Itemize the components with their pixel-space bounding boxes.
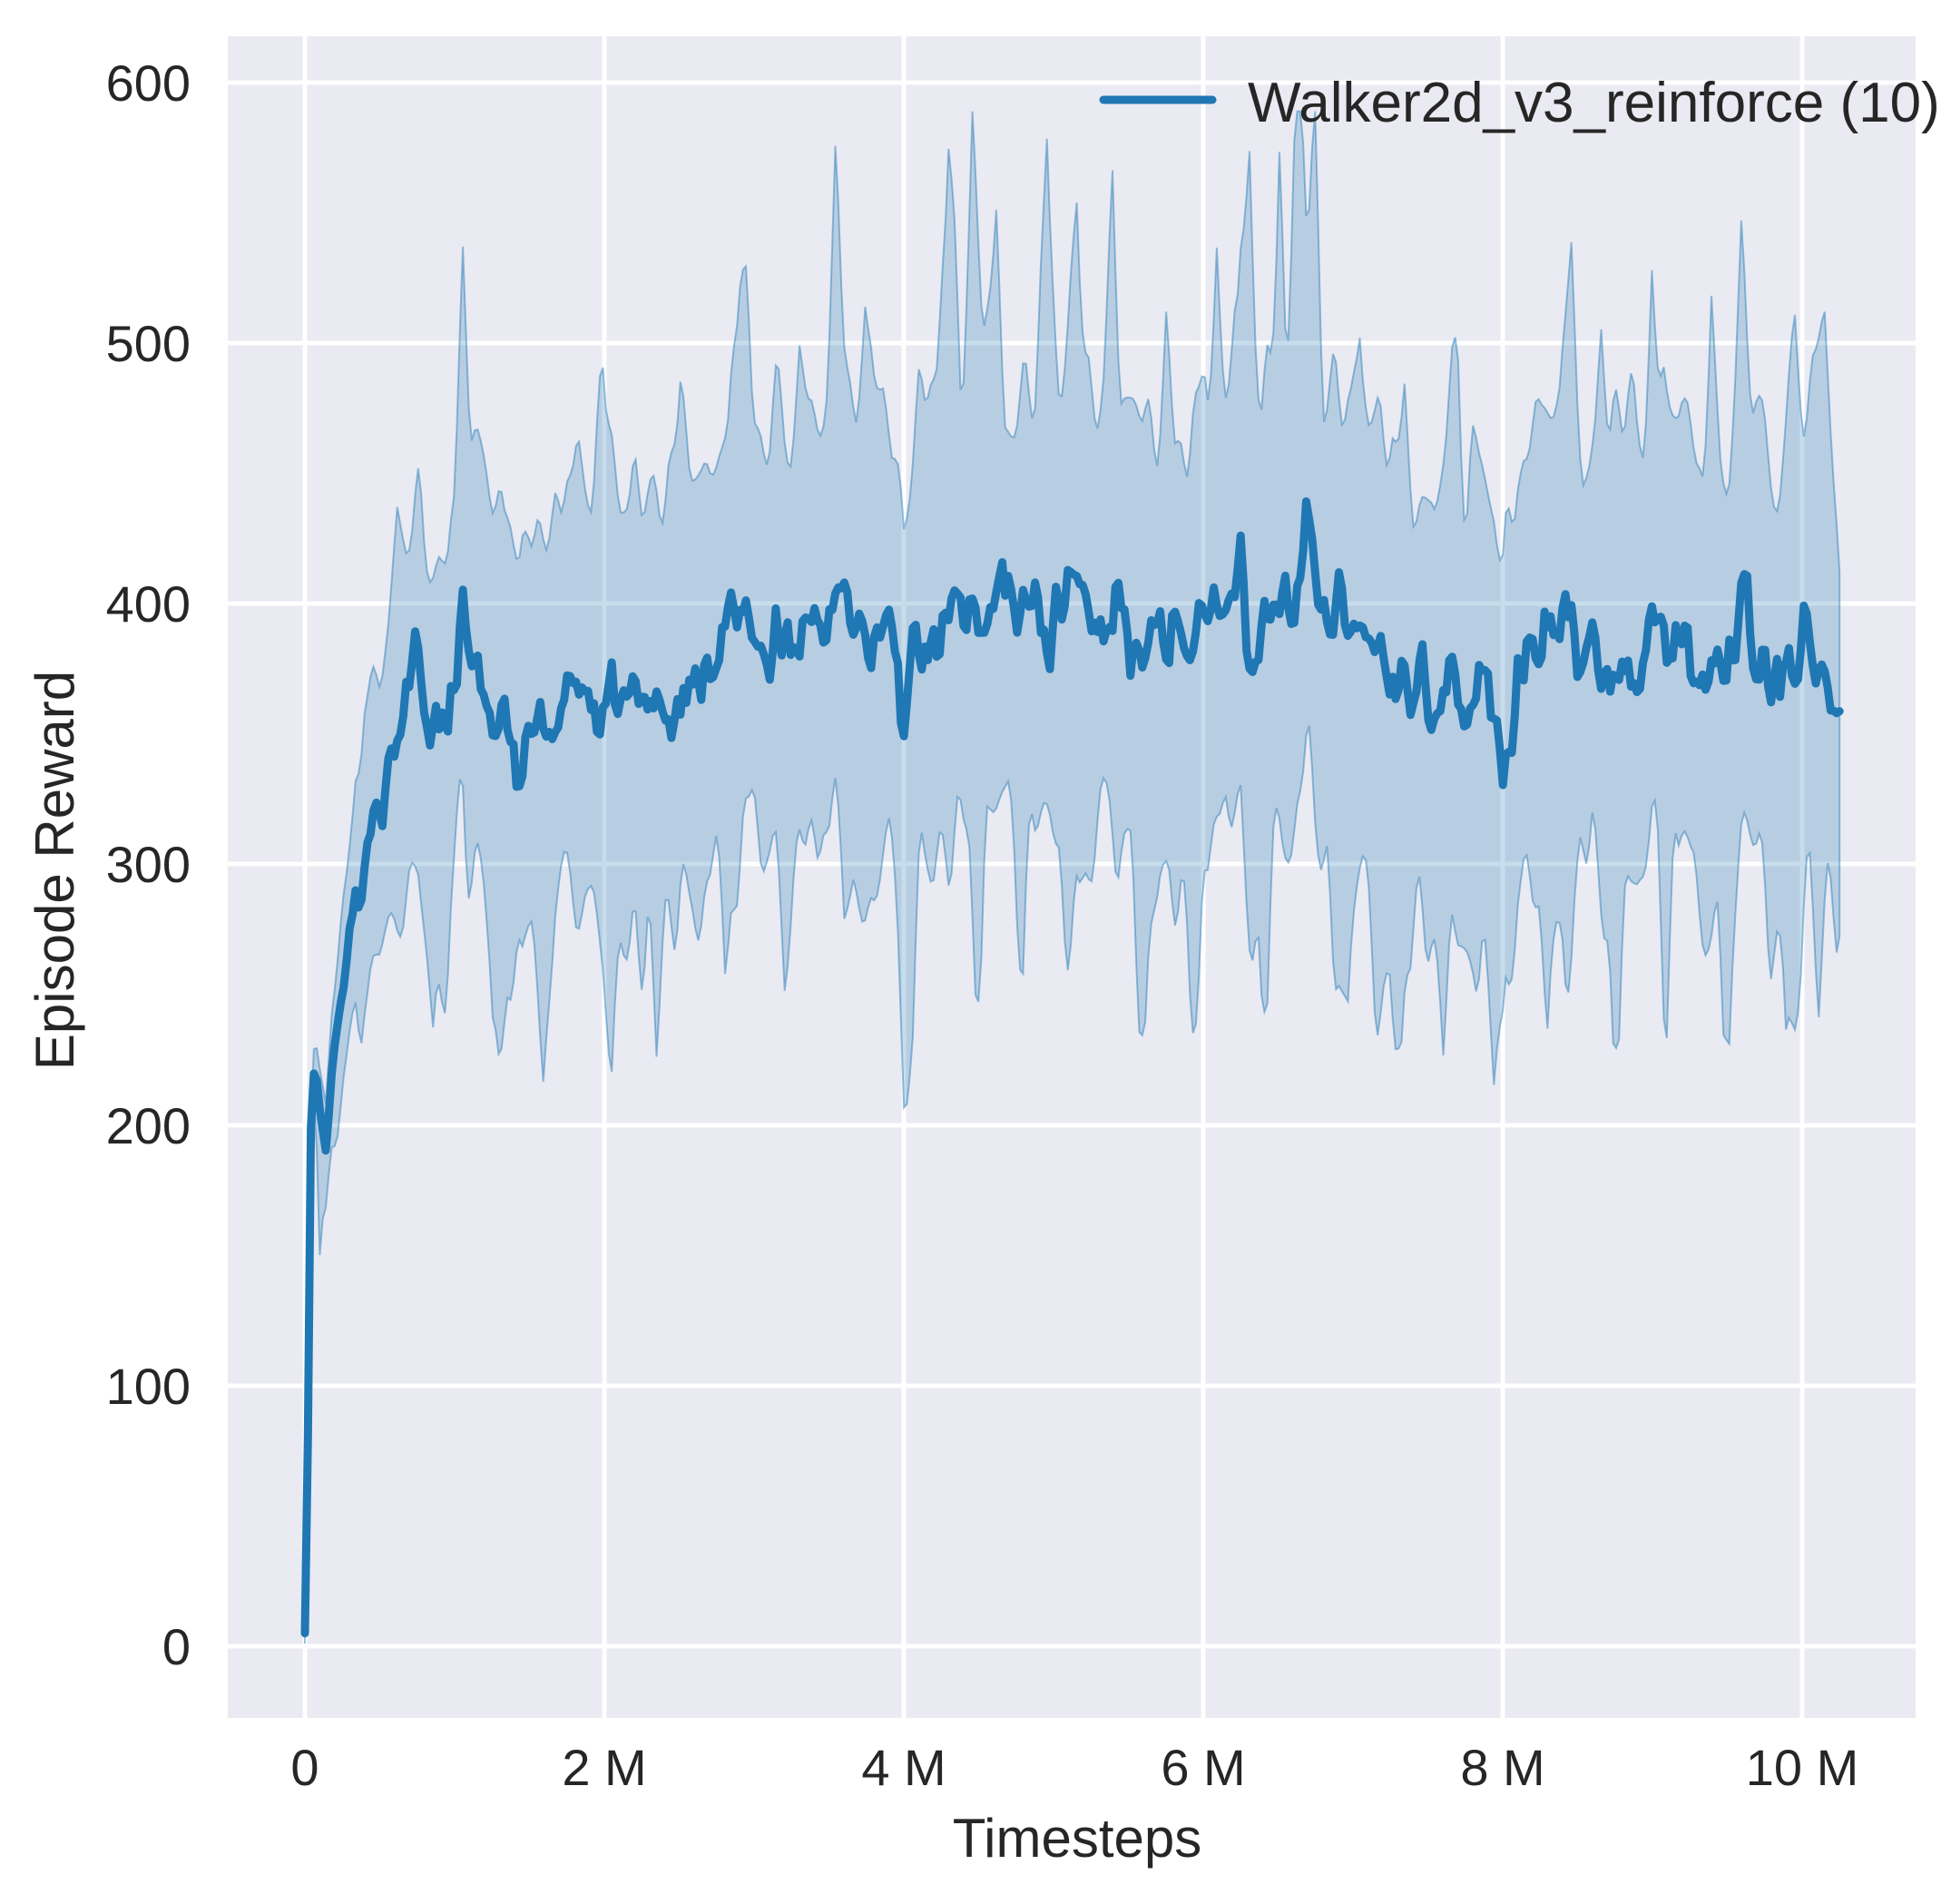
svg-text:600: 600 (106, 54, 191, 112)
svg-text:100: 100 (106, 1358, 191, 1415)
svg-text:500: 500 (106, 315, 191, 372)
svg-text:4 M: 4 M (861, 1739, 946, 1796)
svg-text:2 M: 2 M (562, 1739, 646, 1796)
svg-text:0: 0 (162, 1618, 191, 1675)
svg-text:6 M: 6 M (1161, 1739, 1245, 1796)
svg-text:8 M: 8 M (1460, 1739, 1544, 1796)
svg-text:Episode Reward: Episode Reward (25, 671, 85, 1070)
svg-text:10 M: 10 M (1746, 1739, 1859, 1796)
svg-text:Timesteps: Timesteps (953, 1808, 1202, 1869)
svg-text:Walker2d_v3_reinforce (10): Walker2d_v3_reinforce (10) (1248, 72, 1940, 134)
svg-text:300: 300 (106, 836, 191, 893)
svg-text:200: 200 (106, 1097, 191, 1154)
svg-text:0: 0 (290, 1739, 319, 1796)
svg-text:400: 400 (106, 575, 191, 633)
